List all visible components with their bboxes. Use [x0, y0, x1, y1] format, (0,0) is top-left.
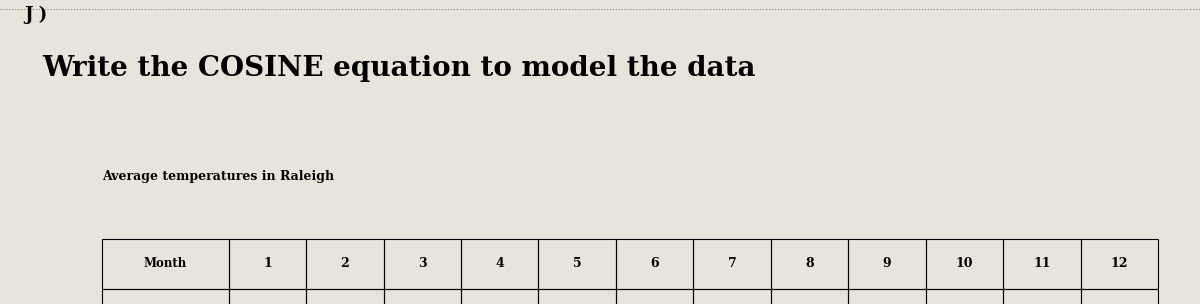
Text: 3: 3: [418, 257, 427, 270]
Text: 4: 4: [496, 257, 504, 270]
Bar: [1080, 289, 1158, 304]
Bar: [770, 289, 848, 304]
Bar: [102, 289, 229, 304]
Bar: [539, 289, 616, 304]
Text: 10: 10: [955, 257, 973, 270]
Text: 1: 1: [263, 257, 272, 270]
Text: Write the COSINE equation to model the data: Write the COSINE equation to model the d…: [42, 55, 756, 82]
Text: Average temperatures in Raleigh: Average temperatures in Raleigh: [102, 170, 334, 183]
Bar: [848, 239, 925, 289]
Text: J ): J ): [24, 6, 47, 24]
Bar: [1003, 239, 1080, 289]
Bar: [102, 239, 229, 289]
Text: 12: 12: [1110, 257, 1128, 270]
Bar: [306, 289, 384, 304]
Text: 5: 5: [572, 257, 582, 270]
Bar: [461, 239, 539, 289]
Text: 8: 8: [805, 257, 814, 270]
Text: 7: 7: [727, 257, 737, 270]
Bar: [616, 289, 694, 304]
Bar: [1080, 239, 1158, 289]
Bar: [229, 289, 306, 304]
Bar: [925, 289, 1003, 304]
Bar: [1003, 289, 1080, 304]
Bar: [539, 239, 616, 289]
Bar: [770, 239, 848, 289]
Bar: [461, 289, 539, 304]
Text: 2: 2: [341, 257, 349, 270]
Text: 6: 6: [650, 257, 659, 270]
Bar: [306, 239, 384, 289]
Bar: [616, 239, 694, 289]
Bar: [848, 289, 925, 304]
Bar: [925, 239, 1003, 289]
Bar: [384, 239, 461, 289]
Text: 11: 11: [1033, 257, 1050, 270]
Bar: [694, 289, 770, 304]
Text: Month: Month: [144, 257, 187, 270]
Bar: [694, 239, 770, 289]
Bar: [229, 239, 306, 289]
Text: 9: 9: [883, 257, 892, 270]
Bar: [384, 289, 461, 304]
